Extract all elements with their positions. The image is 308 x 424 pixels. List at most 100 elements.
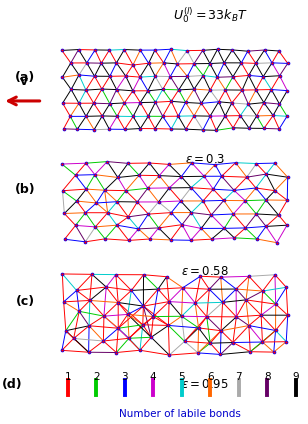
- Point: [208, 60, 213, 67]
- Point: [160, 113, 165, 120]
- Point: [184, 47, 189, 54]
- Text: 8: 8: [264, 371, 270, 382]
- Point: [277, 73, 282, 79]
- Point: [83, 160, 88, 167]
- Point: [138, 47, 143, 53]
- Point: [92, 171, 97, 178]
- Point: [122, 100, 127, 106]
- Point: [273, 301, 278, 307]
- Point: [183, 99, 188, 106]
- Point: [207, 286, 212, 293]
- Point: [192, 60, 197, 67]
- Point: [166, 322, 171, 329]
- Point: [116, 325, 121, 332]
- Point: [204, 313, 209, 320]
- Text: 5: 5: [178, 371, 185, 382]
- Point: [271, 349, 276, 355]
- Text: $\varepsilon = 0.95$: $\varepsilon = 0.95$: [181, 378, 229, 391]
- Point: [99, 60, 104, 67]
- Point: [239, 59, 244, 66]
- Point: [285, 197, 290, 204]
- Point: [114, 59, 119, 66]
- Point: [83, 160, 88, 167]
- Point: [199, 225, 204, 232]
- Point: [149, 334, 154, 340]
- Point: [122, 46, 127, 53]
- Point: [156, 198, 161, 205]
- Point: [213, 161, 217, 168]
- Point: [126, 237, 131, 244]
- Point: [178, 198, 183, 204]
- Point: [99, 60, 104, 67]
- Point: [153, 73, 158, 80]
- Point: [75, 126, 80, 133]
- Point: [87, 297, 92, 304]
- Point: [59, 347, 64, 354]
- Point: [234, 313, 239, 320]
- Point: [76, 100, 81, 107]
- Point: [168, 46, 173, 53]
- Point: [127, 335, 132, 342]
- Point: [130, 87, 135, 94]
- Point: [192, 86, 197, 92]
- Point: [285, 60, 290, 67]
- Point: [160, 86, 165, 93]
- Point: [270, 59, 274, 66]
- Point: [254, 160, 259, 167]
- Point: [125, 311, 130, 318]
- Point: [92, 73, 97, 80]
- Point: [285, 312, 290, 318]
- Point: [276, 47, 281, 54]
- Point: [192, 86, 197, 92]
- Point: [209, 236, 214, 243]
- Point: [245, 48, 250, 55]
- Point: [238, 112, 243, 119]
- Point: [131, 113, 136, 120]
- Point: [156, 286, 160, 293]
- Point: [89, 271, 94, 278]
- Point: [208, 340, 213, 346]
- Point: [277, 100, 282, 107]
- Point: [188, 184, 193, 191]
- Point: [105, 158, 110, 165]
- Point: [123, 73, 128, 79]
- Point: [152, 125, 157, 132]
- Point: [209, 212, 214, 218]
- Point: [114, 86, 119, 93]
- Point: [152, 125, 157, 132]
- Point: [246, 322, 251, 329]
- Point: [146, 60, 151, 67]
- Text: (b): (b): [15, 183, 36, 196]
- Point: [101, 313, 106, 320]
- Point: [63, 327, 68, 334]
- Point: [93, 223, 98, 230]
- Point: [91, 100, 96, 106]
- Point: [168, 73, 173, 80]
- Point: [156, 286, 160, 293]
- Point: [263, 197, 268, 204]
- Point: [253, 60, 258, 67]
- Point: [260, 287, 265, 294]
- Point: [199, 100, 204, 107]
- Point: [138, 125, 143, 132]
- Point: [60, 100, 65, 106]
- Point: [229, 100, 234, 106]
- Point: [93, 47, 98, 53]
- Point: [253, 86, 258, 93]
- Point: [60, 74, 65, 81]
- Point: [60, 100, 65, 106]
- Point: [83, 238, 88, 245]
- Text: 2: 2: [93, 371, 99, 382]
- Point: [147, 159, 152, 166]
- Point: [147, 159, 152, 166]
- Point: [230, 73, 235, 80]
- Point: [231, 211, 236, 218]
- Point: [91, 126, 96, 133]
- Point: [114, 349, 119, 356]
- Point: [62, 236, 67, 243]
- Point: [188, 237, 193, 244]
- Point: [83, 113, 88, 120]
- Point: [69, 86, 74, 93]
- Point: [156, 224, 161, 231]
- Point: [76, 72, 81, 78]
